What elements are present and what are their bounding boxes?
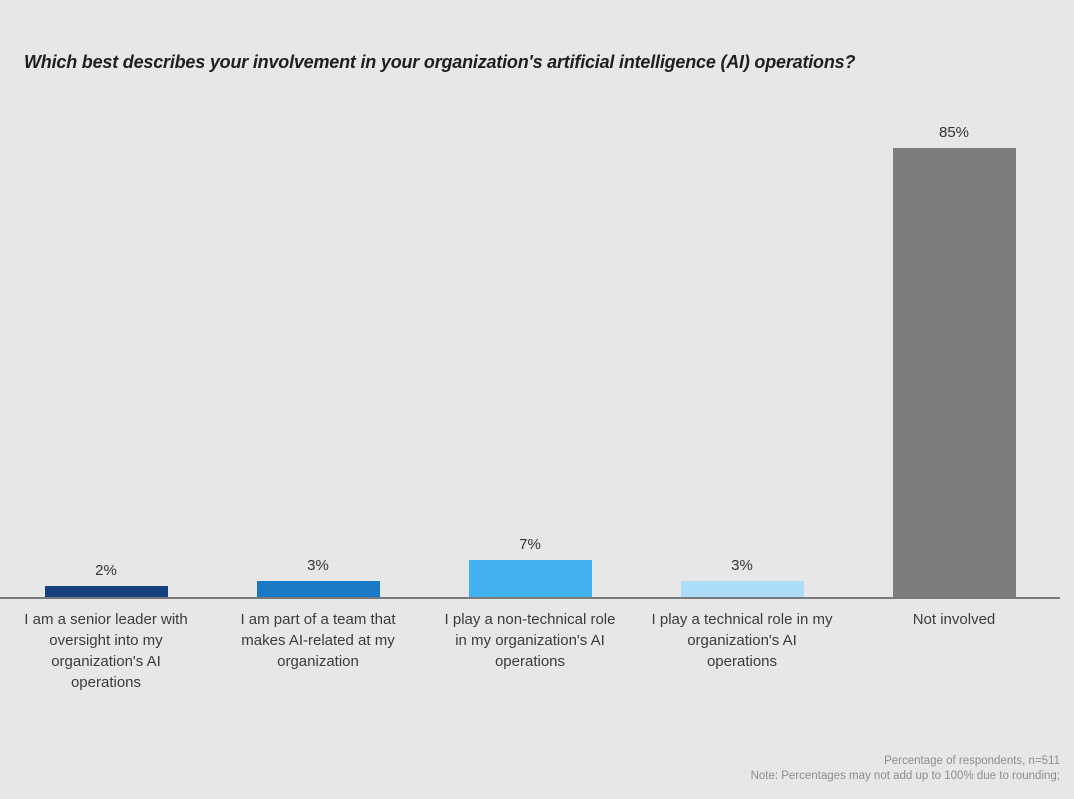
category-label-technical-role: I play a technical role in my organizati…	[651, 611, 833, 670]
bar-column-not-involved: 85%	[848, 124, 1060, 597]
bar-value-label-team-member: 3%	[307, 557, 329, 574]
bar-technical-role	[680, 581, 804, 597]
bar-value-label-technical-role: 3%	[731, 557, 753, 574]
bar-value-label-non-technical-role: 7%	[519, 536, 541, 553]
footnote-sample-size: Percentage of respondents, n=511	[884, 755, 1060, 767]
bar-value-label-not-involved: 85%	[938, 124, 970, 141]
footnote: Percentage of respondents, n=511 Note: P…	[751, 754, 1060, 784]
footnote-rounding-note: Note: Percentages may not add up to 100%…	[750, 770, 1060, 782]
bar-column-non-technical-role: 7%	[424, 536, 636, 597]
category-label-team-member: I am part of a team that makes AI-relate…	[240, 611, 396, 670]
bar-not-involved	[892, 148, 1016, 597]
x-axis-line	[0, 597, 1060, 599]
category-axis: I am a senior leader with oversight into…	[0, 599, 1060, 693]
bar-non-technical-role	[468, 560, 592, 597]
bar-column-team-member: 3%	[212, 557, 424, 597]
category-label-non-technical-role: I play a non-technical role in my organi…	[444, 611, 616, 670]
bar-value-label-senior-leader: 2%	[95, 562, 117, 579]
bar-column-senior-leader: 2%	[0, 562, 212, 597]
category-label-not-involved: Not involved	[912, 611, 996, 628]
bar-column-technical-role: 3%	[636, 557, 848, 597]
bar-chart: 2% 3% 7% 3% 85% I am a senior leader with ov…	[0, 121, 1060, 693]
bar-team-member	[256, 581, 380, 597]
plot-area: 2% 3% 7% 3% 85%	[0, 121, 1060, 597]
category-label-senior-leader: I am a senior leader with oversight into…	[24, 611, 188, 691]
page-title: Which best describes your involvement in…	[24, 52, 856, 72]
bar-senior-leader	[44, 586, 168, 597]
